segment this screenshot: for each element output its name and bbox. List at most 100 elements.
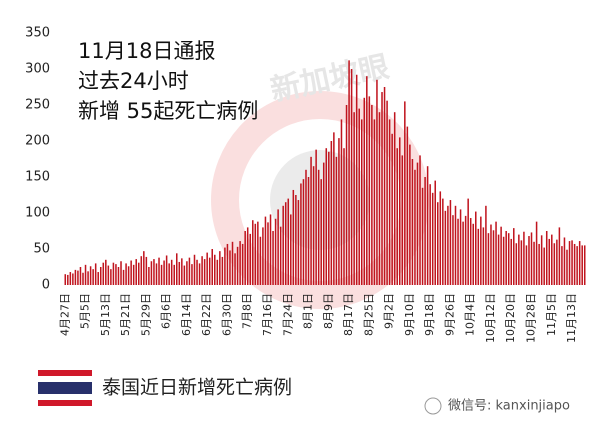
bar: [338, 138, 340, 285]
bar: [287, 198, 290, 285]
bar: [360, 119, 363, 286]
bar: [208, 257, 211, 285]
bar: [416, 162, 419, 285]
bar: [414, 169, 416, 285]
bar: [239, 241, 241, 285]
bar: [176, 253, 178, 285]
bar: [67, 274, 69, 285]
bar: [112, 262, 115, 285]
bar: [300, 183, 302, 285]
bar: [79, 267, 82, 285]
bar: [573, 243, 576, 285]
x-tick-label: 6月6日: [160, 293, 173, 329]
bar: [165, 255, 168, 285]
bar: [368, 96, 371, 285]
bar: [153, 259, 155, 285]
x-tick-label: 11月5日: [545, 293, 558, 336]
bar: [348, 60, 350, 285]
bar: [82, 272, 84, 285]
bar: [371, 105, 373, 285]
bar: [252, 220, 254, 285]
bar: [325, 148, 328, 285]
bar: [115, 264, 117, 285]
bar: [102, 262, 105, 285]
bar: [363, 97, 366, 285]
bar: [229, 250, 231, 285]
bar: [274, 218, 277, 285]
bar: [429, 184, 431, 285]
bar: [163, 260, 165, 285]
bar: [292, 189, 295, 285]
bar: [581, 245, 583, 285]
bar: [434, 180, 436, 285]
bar: [376, 79, 378, 285]
x-tick-label: 7月24日: [281, 293, 294, 336]
bar: [224, 247, 226, 285]
x-tick-label: 8月17日: [342, 293, 355, 336]
bar: [72, 273, 74, 285]
bar: [482, 227, 485, 285]
x-tick-label: 8月1日: [302, 293, 315, 329]
bar: [249, 233, 252, 285]
bar: [170, 259, 173, 285]
bar: [568, 241, 571, 285]
bar: [277, 209, 279, 285]
bar: [386, 100, 388, 286]
bar: [530, 232, 533, 285]
bar: [335, 156, 338, 285]
bar: [447, 205, 449, 285]
bar: [284, 202, 287, 285]
bar: [396, 148, 398, 285]
bar: [105, 259, 107, 285]
bar: [507, 233, 510, 285]
bar: [500, 226, 502, 285]
bar: [155, 263, 158, 285]
bar: [426, 166, 429, 285]
footer: 微信号: kanxinjiapo: [448, 399, 570, 414]
bar: [259, 236, 262, 285]
x-tick-label: 9月2日: [383, 293, 396, 329]
bar: [404, 101, 406, 286]
bar: [406, 126, 409, 285]
x-tick-label: 8月25日: [362, 293, 375, 336]
bar: [97, 272, 99, 285]
bar: [551, 234, 553, 285]
x-tick-label: 11月13日: [565, 293, 578, 343]
x-tick-label: 10月28日: [525, 293, 538, 343]
bar: [244, 231, 246, 285]
bar: [459, 209, 462, 285]
bar: [246, 227, 249, 285]
bar: [358, 108, 360, 285]
bar: [545, 231, 548, 285]
bar: [320, 179, 322, 285]
bar: [178, 261, 181, 285]
bar: [193, 254, 196, 285]
y-tick-label: 0: [42, 278, 50, 293]
bar: [87, 271, 89, 285]
bar: [241, 243, 244, 285]
bar: [125, 263, 127, 285]
bar: [442, 198, 444, 285]
bar: [310, 156, 312, 285]
bar: [290, 214, 292, 285]
bar: [419, 155, 421, 285]
bar: [120, 261, 122, 285]
legend-label: 泰国近日新增死亡病例: [102, 377, 292, 399]
bar: [487, 233, 490, 285]
bar: [168, 263, 170, 285]
bar: [548, 238, 551, 285]
bar: [201, 256, 203, 285]
bar: [535, 221, 538, 285]
bar: [312, 166, 315, 285]
bar: [196, 259, 198, 285]
y-tick-label: 200: [25, 134, 50, 149]
x-tick-label: 10月4日: [464, 293, 477, 336]
bar: [214, 254, 216, 285]
bar: [350, 69, 353, 285]
bar: [520, 240, 523, 285]
bar: [518, 234, 520, 285]
bar: [475, 211, 477, 285]
bar: [307, 177, 310, 285]
x-tick-label: 6月22日: [200, 293, 213, 336]
bar: [94, 263, 97, 285]
